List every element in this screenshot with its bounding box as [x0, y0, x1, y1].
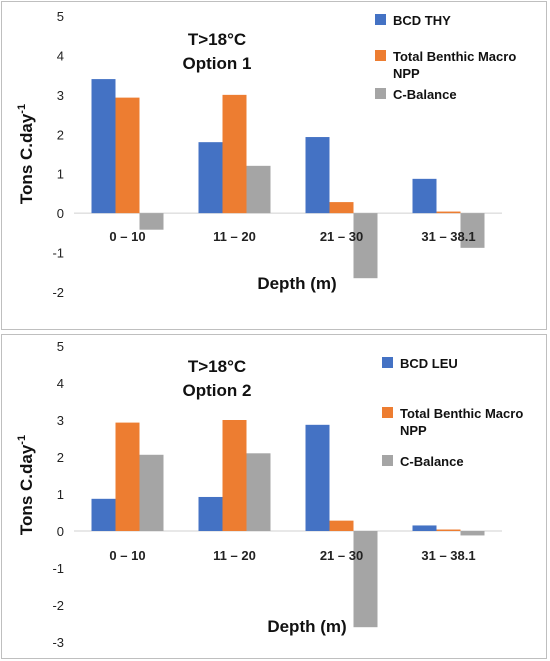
bar: C-Balance 31 – 38.1: -0.88: [460, 213, 485, 248]
legend-swatch: [375, 50, 386, 61]
y-tick-label: -2: [52, 285, 64, 300]
chart-panel-option-2: -3 -2 -1 0 1 2 3 4 5 BCD LEU 0 – 10: 0.87 BCD LEU …: [1, 334, 547, 659]
y-tick-label: -1: [52, 561, 64, 576]
bar: C-Balance 21 – 30: -1.65: [353, 213, 378, 279]
y-tick-label: 0: [57, 524, 64, 539]
y-tick-label: 4: [57, 48, 64, 63]
bar: Total Benthic Macro NPP 21 – 30: 0.28: [329, 520, 354, 531]
x-category-label: 0 – 10: [109, 229, 145, 244]
bar: Total Benthic Macro NPP 11 – 20: 3: [222, 94, 247, 214]
y-axis-label: Tons C.day-1: [16, 435, 36, 535]
bar: Total Benthic Macro NPP 21 – 30: 0.28: [329, 202, 354, 214]
legend-label: BCD THY: [393, 13, 451, 28]
bar: C-Balance 0 – 10: 2.06: [139, 454, 164, 531]
x-axis-label: Depth (m): [257, 274, 336, 293]
x-category-label: 0 – 10: [109, 548, 145, 563]
bar: BCD LEU 21 – 30: 2.87: [305, 424, 330, 531]
bar: BCD LEU 0 – 10: 0.87: [91, 498, 116, 531]
annotation-line: Option 1: [183, 54, 252, 73]
bar: C-Balance 11 – 20: 2.1: [246, 453, 271, 531]
bar: Total Benthic Macro NPP 0 – 10: 2.93: [115, 97, 140, 214]
legend-label: Total Benthic Macro NPP: [393, 49, 516, 81]
annotation-line: T>18°C: [188, 30, 246, 49]
annotation-line: Option 2: [183, 381, 252, 400]
y-tick-label: -1: [52, 246, 64, 261]
x-category-label: 21 – 30: [320, 548, 363, 563]
y-tick-label: 2: [57, 127, 64, 142]
chart-option-2: -3 -2 -1 0 1 2 3 4 5 BCD LEU 0 – 10: 0.87 BCD LEU …: [16, 339, 523, 650]
bar: BCD THY 0 – 10: 3.4: [91, 79, 116, 214]
legend-swatch: [375, 88, 386, 99]
x-category-label: 21 – 30: [320, 229, 363, 244]
x-category-label: 31 – 38.1: [421, 229, 475, 244]
legend-label: C-Balance: [393, 87, 457, 102]
x-axis-label: Depth (m): [267, 617, 346, 636]
y-tick-label: 1: [57, 487, 64, 502]
legend-swatch: [382, 357, 393, 368]
bar: Total Benthic Macro NPP 0 – 10: 2.93: [115, 422, 140, 531]
legend-label: C-Balance: [400, 454, 464, 469]
x-category-label: 31 – 38.1: [421, 548, 475, 563]
bar: BCD THY 11 – 20: 1.8: [198, 142, 223, 214]
y-tick-label: 5: [57, 9, 64, 24]
legend-label: BCD LEU: [400, 356, 458, 371]
y-tick-label: 5: [57, 339, 64, 354]
legend-swatch: [375, 14, 386, 25]
y-tick-label: 2: [57, 450, 64, 465]
y-tick-label: -3: [52, 635, 64, 650]
y-tick-label: 3: [57, 88, 64, 103]
y-tick-label: 4: [57, 376, 64, 391]
y-tick-label: -2: [52, 598, 64, 613]
bar: C-Balance 21 – 30: -2.6: [353, 531, 378, 628]
y-axis-label: Tons C.day-1: [16, 104, 36, 204]
x-category-label: 11 – 20: [213, 229, 256, 244]
chart-option-1: -2 -1 0 1 2 3 4 5 BCD THY 0 – 10: 3.4 BCD THY 11 …: [16, 9, 516, 300]
bar: BCD LEU 11 – 20: 0.92: [198, 496, 223, 531]
y-tick-label: 1: [57, 167, 64, 182]
bar: Total Benthic Macro NPP 11 – 20: 3: [222, 420, 247, 531]
bar: C-Balance 31 – 38.1: -0.12: [460, 531, 485, 536]
bar: Total Benthic Macro NPP 31 – 38.1: 0.04: [436, 211, 461, 214]
chart-panel-option-1: -2 -1 0 1 2 3 4 5 BCD THY 0 – 10: 3.4 BCD THY 11 …: [1, 1, 547, 330]
bar: BCD THY 21 – 30: 1.93: [305, 137, 330, 214]
bar: Total Benthic Macro NPP 31 – 38.1: 0.04: [436, 529, 461, 531]
bar: C-Balance 11 – 20: 1.2: [246, 165, 271, 214]
legend-swatch: [382, 455, 393, 466]
bar: C-Balance 0 – 10: -0.42: [139, 213, 164, 230]
bar: BCD LEU 31 – 38.1: 0.15: [412, 525, 437, 531]
y-tick-label: 3: [57, 413, 64, 428]
legend-swatch: [382, 407, 393, 418]
legend-label: Total Benthic Macro NPP: [400, 406, 523, 438]
y-tick-label: 0: [57, 206, 64, 221]
annotation-line: T>18°C: [188, 357, 246, 376]
x-category-label: 11 – 20: [213, 548, 256, 563]
bar: BCD THY 31 – 38.1: 0.87: [412, 178, 437, 214]
